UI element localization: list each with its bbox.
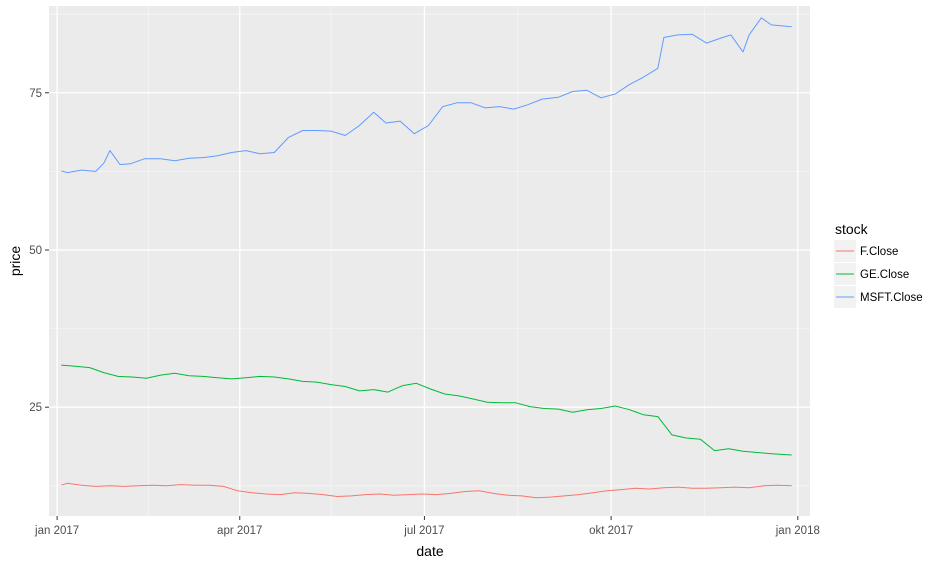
y-tick-label: 75 [29, 88, 42, 100]
x-tick-label: jan 2018 [775, 525, 820, 537]
x-tick-label: apr 2017 [217, 525, 262, 537]
y-tick-label: 25 [29, 402, 42, 414]
legend-label: GE.Close [860, 269, 909, 281]
legend-key [834, 263, 856, 285]
series-lines [61, 17, 792, 499]
legend-title: stock [835, 221, 869, 237]
legend-label: F.Close [860, 246, 898, 258]
x-tick-label: jul 2017 [403, 525, 444, 537]
x-axis-title: date [416, 543, 443, 559]
legend-key [834, 286, 856, 308]
series-line-ge-close [61, 364, 792, 456]
x-tick-label: jan 2017 [34, 525, 79, 537]
x-tick-label: okt 2017 [589, 525, 633, 537]
plot-panel [49, 6, 810, 516]
axes: 25 50 75 jan 2017 apr 2017 jul 2017 okt 2017 ja… [29, 88, 820, 537]
major-gridlines [49, 6, 810, 516]
series-line-f-close [61, 482, 792, 499]
minor-gridlines [49, 6, 810, 516]
series-line-msft-close [61, 17, 792, 174]
y-axis-title: price [7, 246, 23, 277]
legend-key [834, 240, 856, 262]
legend: stock F.Close GE.Close MSFT.Close [834, 221, 923, 308]
y-tick-label: 50 [29, 245, 42, 257]
legend-label: MSFT.Close [860, 292, 923, 304]
